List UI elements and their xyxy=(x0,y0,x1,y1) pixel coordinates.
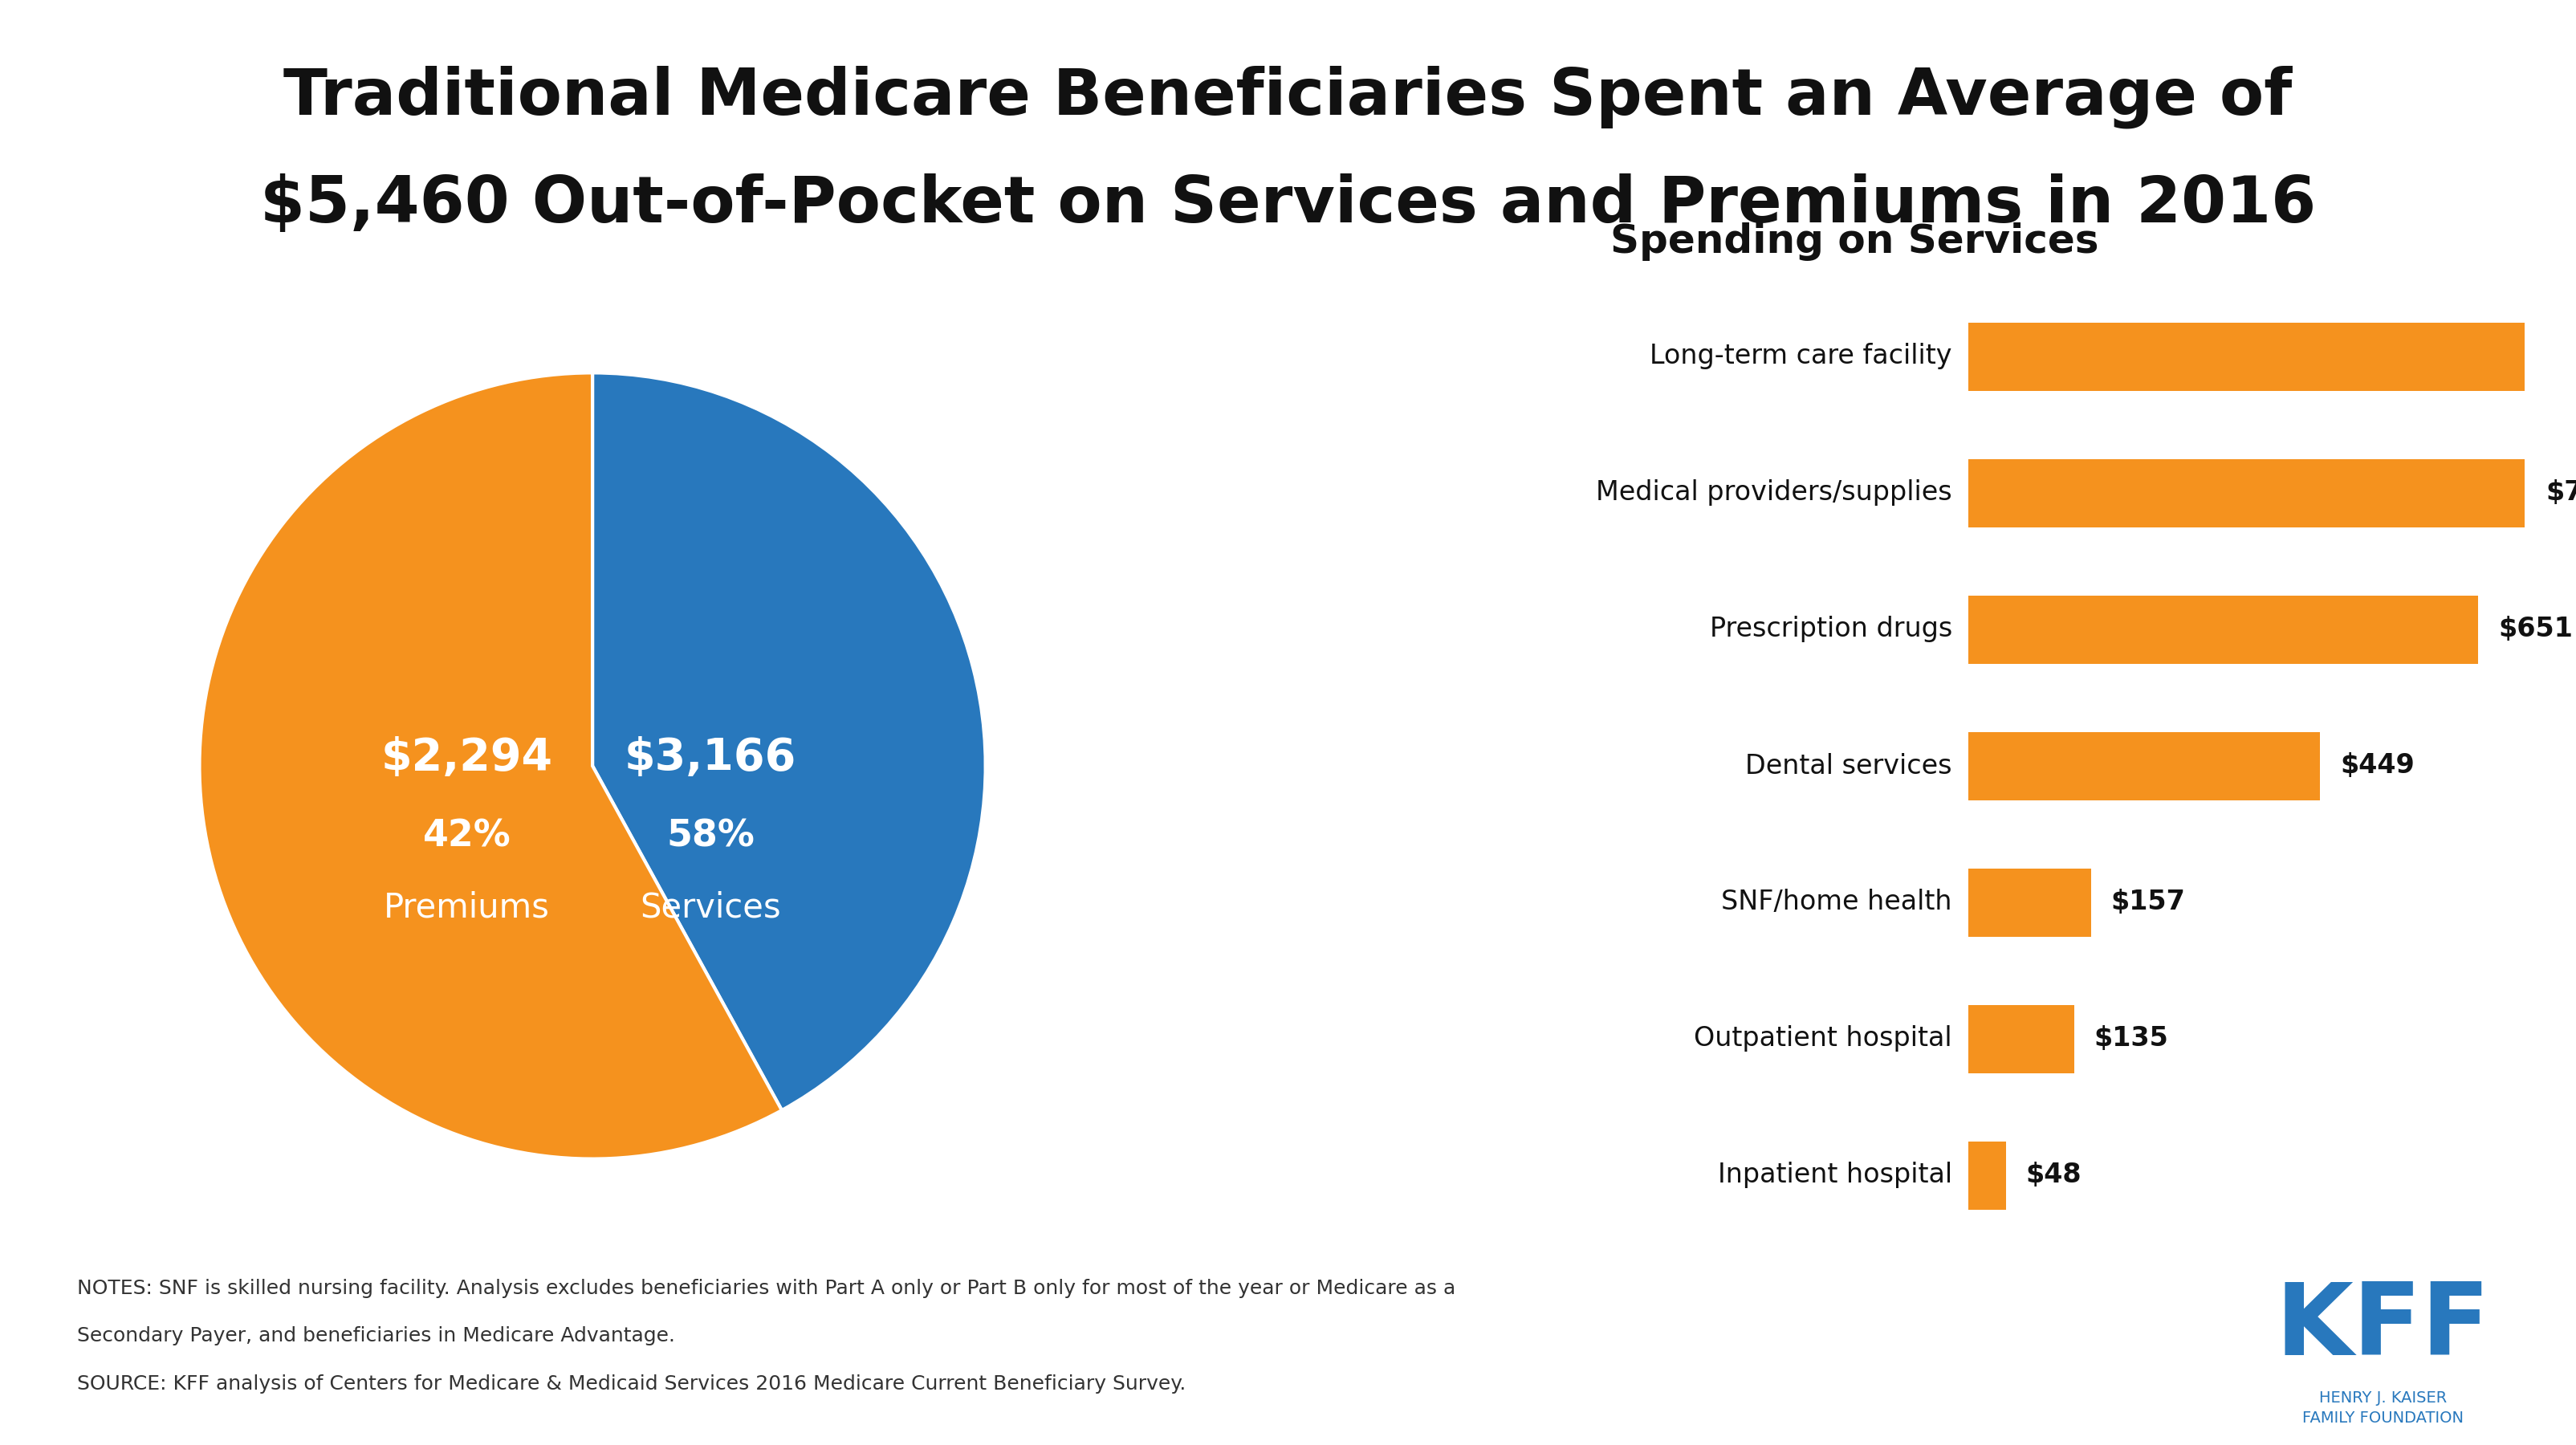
Text: HENRY J. KAISER
FAMILY FOUNDATION: HENRY J. KAISER FAMILY FOUNDATION xyxy=(2303,1390,2463,1425)
Text: Dental services: Dental services xyxy=(1747,753,1953,779)
Text: Medical providers/supplies: Medical providers/supplies xyxy=(1597,480,1953,506)
Text: $712: $712 xyxy=(2545,480,2576,506)
Text: SOURCE: KFF analysis of Centers for Medicare & Medicaid Services 2016 Medicare C: SOURCE: KFF analysis of Centers for Medi… xyxy=(77,1374,1185,1393)
Text: SNF/home health: SNF/home health xyxy=(1721,889,1953,916)
Text: KFF: KFF xyxy=(2275,1279,2491,1376)
Bar xyxy=(1968,868,2092,936)
Wedge shape xyxy=(592,373,987,1110)
Text: $5,460 Out-of-Pocket on Services and Premiums in 2016: $5,460 Out-of-Pocket on Services and Pre… xyxy=(260,173,2316,236)
Text: Traditional Medicare Beneficiaries Spent an Average of: Traditional Medicare Beneficiaries Spent… xyxy=(283,65,2293,129)
Text: $449: $449 xyxy=(2339,753,2414,779)
Text: Premiums: Premiums xyxy=(384,890,549,925)
Bar xyxy=(1968,731,2321,801)
Wedge shape xyxy=(198,373,783,1159)
Bar xyxy=(1968,595,2478,663)
Text: Services: Services xyxy=(639,890,781,925)
Bar xyxy=(1968,460,2527,527)
Bar xyxy=(1968,1142,2007,1209)
Text: $48: $48 xyxy=(2025,1162,2081,1188)
Text: $157: $157 xyxy=(2110,889,2184,916)
Text: $135: $135 xyxy=(2094,1026,2169,1052)
Text: Inpatient hospital: Inpatient hospital xyxy=(1718,1162,1953,1188)
Text: NOTES: SNF is skilled nursing facility. Analysis excludes beneficiaries with Par: NOTES: SNF is skilled nursing facility. … xyxy=(77,1279,1455,1298)
Text: Prescription drugs: Prescription drugs xyxy=(1710,616,1953,643)
Text: 42%: 42% xyxy=(422,818,510,854)
Text: $651: $651 xyxy=(2499,616,2573,643)
Text: $3,166: $3,166 xyxy=(623,737,796,780)
Text: 58%: 58% xyxy=(667,818,755,854)
Text: Spending on Services: Spending on Services xyxy=(1610,223,2099,262)
Text: Outpatient hospital: Outpatient hospital xyxy=(1695,1026,1953,1052)
Bar xyxy=(1968,322,2576,390)
Bar xyxy=(1968,1004,2074,1072)
Text: $2,294: $2,294 xyxy=(381,737,554,780)
Text: Long-term care facility: Long-term care facility xyxy=(1651,344,1953,370)
Text: Secondary Payer, and beneficiaries in Medicare Advantage.: Secondary Payer, and beneficiaries in Me… xyxy=(77,1327,675,1345)
